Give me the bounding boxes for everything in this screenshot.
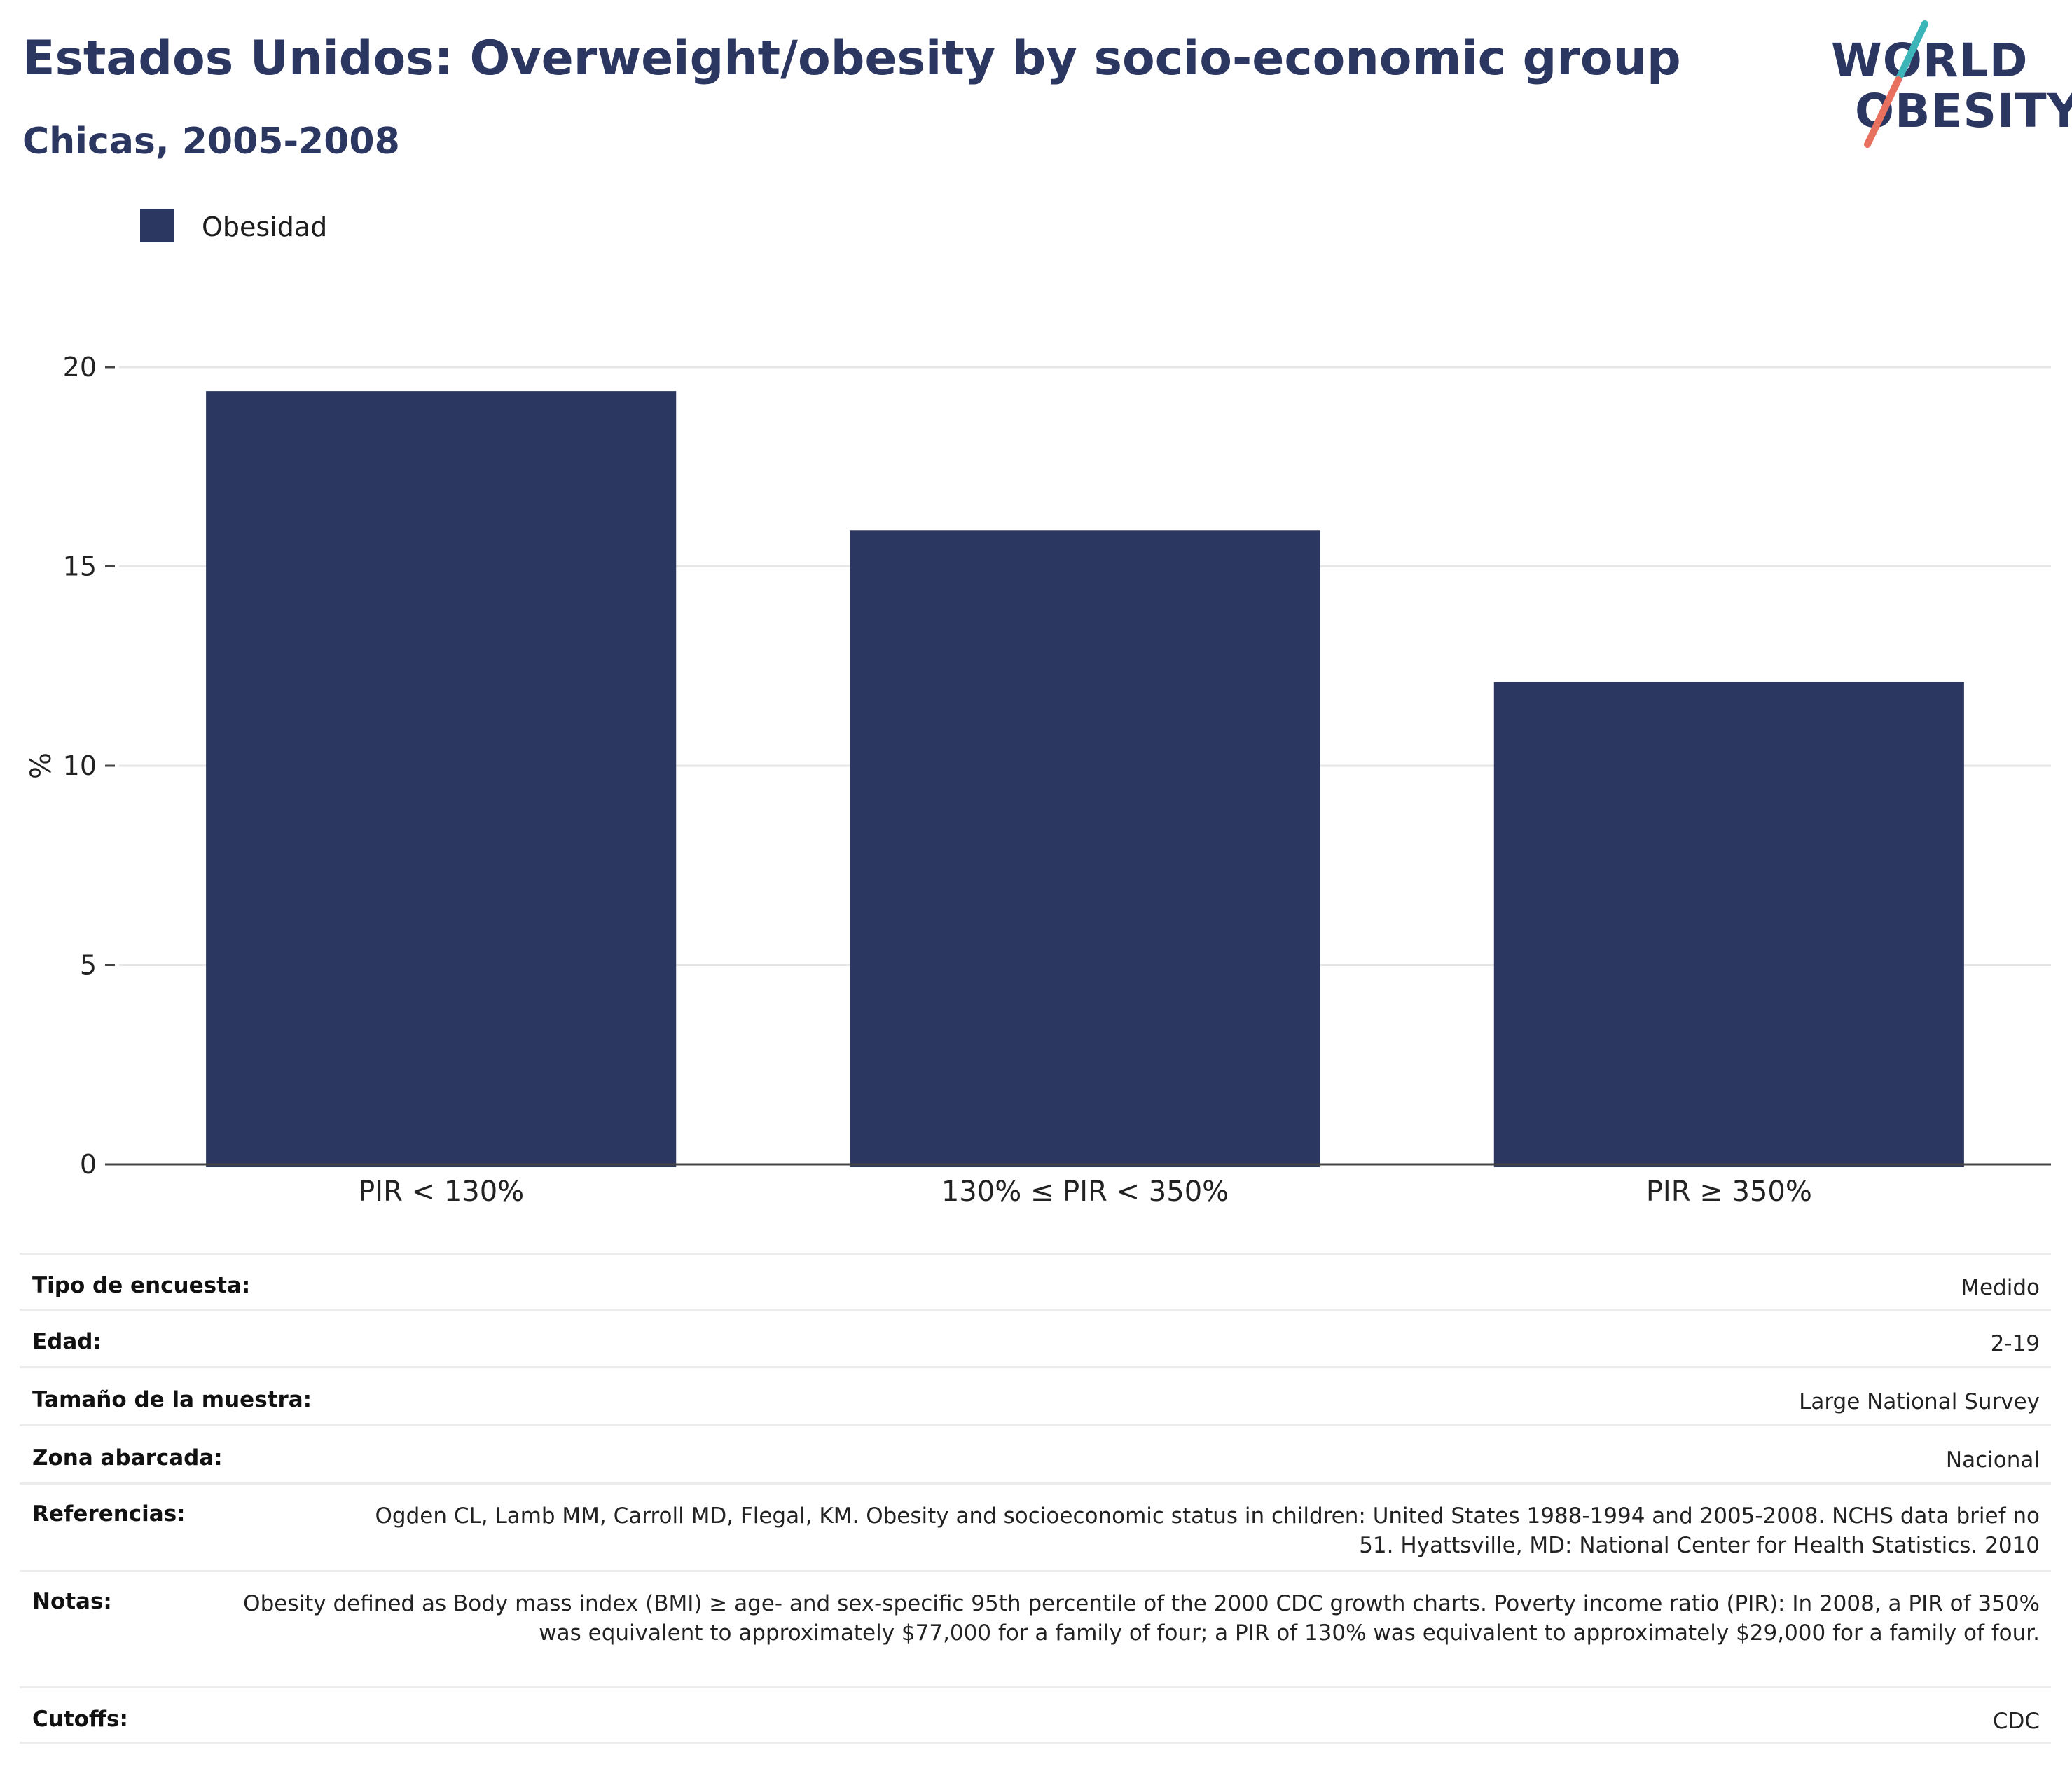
world-obesity-logo: WORLD OBESITY bbox=[1821, 20, 2072, 153]
info-value: Ogden CL, Lamb MM, Carroll MD, Flegal, K… bbox=[375, 1503, 2040, 1558]
y-tick-label: 5 bbox=[80, 950, 97, 981]
info-key: Edad: bbox=[32, 1329, 102, 1354]
y-tick-label: 0 bbox=[80, 1149, 97, 1180]
chart-title: Estados Unidos: Overweight/obesity by so… bbox=[22, 31, 1681, 86]
logo-text-world: WORLD bbox=[1831, 34, 2029, 88]
info-row-notes: Notas: Obesity defined as Body mass inde… bbox=[20, 1570, 2051, 1686]
y-tick-label: 10 bbox=[63, 750, 97, 781]
info-key: Tamaño de la muestra: bbox=[32, 1387, 312, 1412]
info-row-cutoffs: Cutoffs: CDC bbox=[20, 1686, 2051, 1744]
info-value: Large National Survey bbox=[1799, 1389, 2040, 1414]
bar bbox=[1493, 682, 1964, 1167]
info-value: CDC bbox=[1992, 1709, 2040, 1734]
y-axis-label: % bbox=[25, 752, 57, 779]
info-value: Obesity defined as Body mass index (BMI)… bbox=[243, 1591, 2040, 1646]
legend-swatch-obesidad bbox=[140, 209, 174, 242]
info-row-references: Referencias: Ogden CL, Lamb MM, Carroll … bbox=[20, 1482, 2051, 1570]
bar-chart: 0 5 10 15 20% PIR < 130% 130% ≤ PIR < 350% PIR … bbox=[25, 352, 2051, 1208]
x-tick-label: PIR < 130% bbox=[358, 1176, 524, 1208]
info-value: 2-19 bbox=[1990, 1331, 2040, 1356]
bar bbox=[206, 391, 677, 1167]
info-key: Tipo de encuesta: bbox=[32, 1273, 251, 1298]
survey-info-table: Tipo de encuesta: Medido Edad: 2-19 Tama… bbox=[20, 1253, 2051, 1744]
info-row-area-covered: Zona abarcada: Nacional bbox=[20, 1424, 2051, 1482]
info-value: Medido bbox=[1961, 1275, 2040, 1300]
info-row-survey-type: Tipo de encuesta: Medido bbox=[20, 1253, 2051, 1309]
y-tick-label: 15 bbox=[63, 551, 97, 582]
info-key: Zona abarcada: bbox=[32, 1445, 223, 1471]
info-row-sample-size: Tamaño de la muestra: Large National Sur… bbox=[20, 1366, 2051, 1424]
bar bbox=[850, 530, 1320, 1167]
info-key: Notas: bbox=[32, 1589, 112, 1614]
chart-subtitle: Chicas, 2005-2008 bbox=[22, 121, 400, 163]
legend-label-obesidad: Obesidad bbox=[202, 212, 328, 242]
info-key: Referencias: bbox=[32, 1501, 186, 1527]
x-tick-label: 130% ≤ PIR < 350% bbox=[941, 1176, 1229, 1208]
info-row-age: Edad: 2-19 bbox=[20, 1309, 2051, 1366]
logo-slash-icon bbox=[1864, 20, 1928, 148]
info-key: Cutoffs: bbox=[32, 1707, 128, 1732]
y-tick-label: 20 bbox=[63, 352, 97, 383]
x-tick-label: PIR ≥ 350% bbox=[1646, 1176, 1812, 1208]
info-value: Nacional bbox=[1945, 1447, 2040, 1473]
